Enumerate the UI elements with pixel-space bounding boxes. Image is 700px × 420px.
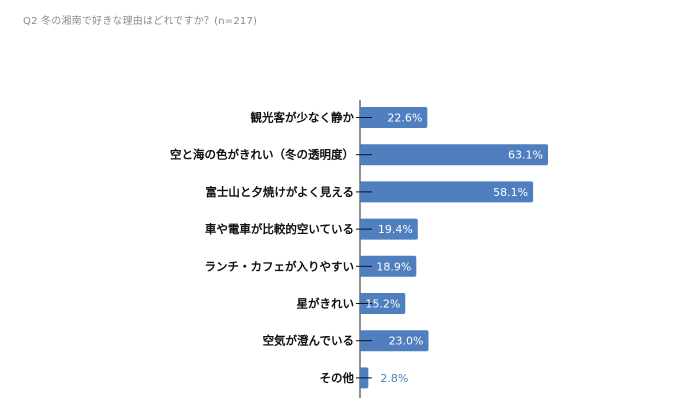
value-label: 23.0%: [389, 335, 424, 348]
category-label: 空気が澄んでいる: [263, 334, 354, 348]
category-label: 観光客が少なく静か: [251, 111, 355, 125]
value-label: 18.9%: [376, 260, 411, 273]
value-label: 19.4%: [378, 223, 413, 236]
bar: [360, 181, 534, 203]
category-label: 星がきれい: [297, 297, 355, 311]
bar: [360, 107, 428, 128]
value-label: 22.6%: [387, 112, 422, 125]
bar: [360, 255, 417, 277]
bars-layer: 観光客が少なく静か 22.6% 空と海の色がきれい（冬の透明度） 63.1% 富士山と夕…: [170, 107, 548, 389]
bar: [360, 330, 429, 352]
bar: [360, 144, 548, 166]
category-label: 富士山と夕焼けがよく見える: [205, 185, 354, 199]
chart-title: Q2 冬の湘南で好きな理由はどれですか？(n=217): [23, 16, 258, 27]
value-label: 15.2%: [365, 298, 400, 311]
category-label: 空と海の色がきれい（冬の透明度）: [170, 148, 354, 162]
value-label: 63.1%: [508, 149, 543, 162]
category-label: ランチ・カフェが入りやすい: [205, 259, 355, 273]
value-label: 58.1%: [493, 186, 528, 199]
value-label: 2.8%: [380, 372, 408, 385]
bar: [360, 218, 418, 240]
bar: [360, 293, 406, 314]
category-label: 車や電車が比較的空いている: [205, 222, 354, 236]
category-label: その他: [320, 371, 355, 385]
